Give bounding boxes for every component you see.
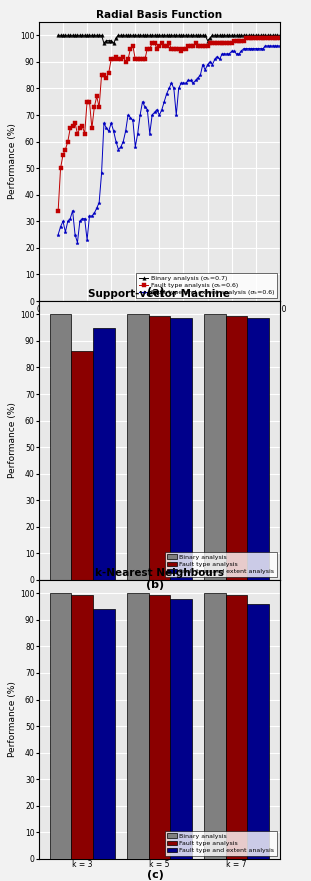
Bar — [127, 593, 149, 859]
Bar — [127, 315, 149, 580]
X-axis label: Neurons in hidden layer: Neurons in hidden layer — [105, 317, 214, 326]
Bar — [226, 315, 247, 580]
Fault type analysis (σₖ=0.6) — [85, 96, 89, 107]
Fault type and extent analysis (σₖ=0.6) — [76, 237, 79, 248]
Y-axis label: Performance (%): Performance (%) — [8, 682, 17, 758]
Bar — [72, 595, 93, 859]
Y-axis label: Performance (%): Performance (%) — [8, 403, 17, 478]
Line: Binary analysis (σₖ=0.7): Binary analysis (σₖ=0.7) — [56, 33, 282, 45]
Fault type and extent analysis (σₖ=0.6) — [95, 203, 99, 213]
Binary analysis (σₖ=0.7) — [85, 30, 89, 41]
Binary analysis (σₖ=0.7) — [92, 30, 96, 41]
Bar — [170, 318, 192, 580]
Title: Support-vector Machine: Support-vector Machine — [88, 289, 230, 299]
Legend: Binary analysis, Fault type analysis, Fault type and extent analysis: Binary analysis, Fault type analysis, Fa… — [165, 552, 277, 577]
Line: Fault type and extent analysis (σₖ=0.6): Fault type and extent analysis (σₖ=0.6) — [56, 44, 282, 244]
Bar — [149, 595, 170, 859]
Y-axis label: Performance (%): Performance (%) — [8, 123, 17, 199]
Fault type and extent analysis (σₖ=0.6) — [104, 123, 108, 134]
Bar — [93, 610, 115, 859]
Bar — [72, 352, 93, 580]
Binary analysis (σₖ=0.7) — [102, 38, 106, 48]
Fault type and extent analysis (σₖ=0.6) — [88, 211, 91, 221]
Binary analysis (σₖ=0.7) — [235, 30, 239, 41]
Title: k-Nearest Neighbours: k-Nearest Neighbours — [95, 568, 224, 578]
Fault type analysis (σₖ=0.6) — [232, 35, 236, 46]
Bar — [149, 315, 170, 580]
Fault type and extent analysis (σₖ=0.6) — [264, 41, 267, 51]
Binary analysis (σₖ=0.7) — [56, 30, 60, 41]
Binary analysis (σₖ=0.7) — [278, 30, 282, 41]
Legend: Binary analysis, Fault type analysis, Fault type and extent analysis: Binary analysis, Fault type analysis, Fa… — [165, 831, 277, 855]
Line: Fault type analysis (σₖ=0.6): Fault type analysis (σₖ=0.6) — [56, 36, 282, 212]
Text: (c): (c) — [147, 870, 164, 880]
Title: Radial Basis Function: Radial Basis Function — [96, 10, 222, 20]
Fault type analysis (σₖ=0.6) — [102, 70, 106, 80]
Bar — [204, 315, 226, 580]
Bar — [93, 328, 115, 580]
Fault type and extent analysis (σₖ=0.6) — [278, 41, 282, 51]
Bar — [226, 595, 247, 859]
Fault type and extent analysis (σₖ=0.6) — [169, 78, 173, 88]
Text: (b): (b) — [146, 580, 165, 589]
Fault type and extent analysis (σₖ=0.6) — [56, 229, 60, 240]
Bar — [50, 593, 72, 859]
Fault type and extent analysis (σₖ=0.6) — [213, 54, 217, 64]
Binary analysis (σₖ=0.7) — [213, 30, 217, 41]
X-axis label: Kernel functions: Kernel functions — [123, 593, 196, 602]
Fault type analysis (σₖ=0.6) — [167, 38, 171, 48]
Bar — [247, 603, 269, 859]
Binary analysis (σₖ=0.7) — [169, 30, 173, 41]
Fault type and extent analysis (σₖ=0.6) — [235, 48, 239, 59]
Fault type analysis (σₖ=0.6) — [92, 102, 96, 113]
Bar — [170, 598, 192, 859]
Fault type analysis (σₖ=0.6) — [211, 38, 214, 48]
Legend: Binary analysis (σₖ=0.7), Fault type analysis (σₖ=0.6), Fault type and extent an: Binary analysis (σₖ=0.7), Fault type ana… — [137, 273, 277, 298]
Bar — [50, 315, 72, 580]
Bar — [247, 318, 269, 580]
Binary analysis (σₖ=0.7) — [104, 35, 108, 46]
Fault type analysis (σₖ=0.6) — [56, 205, 60, 216]
Bar — [204, 593, 226, 859]
Text: (a): (a) — [146, 287, 165, 297]
Fault type analysis (σₖ=0.6) — [244, 33, 248, 43]
Fault type analysis (σₖ=0.6) — [278, 33, 282, 43]
